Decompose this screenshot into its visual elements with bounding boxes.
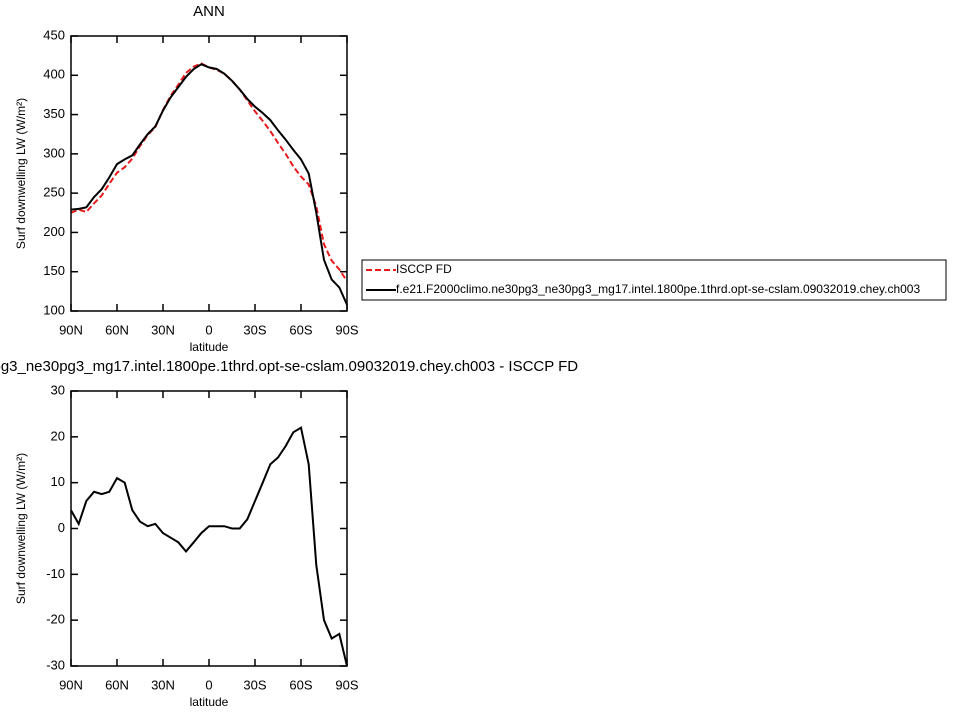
y-axis-label: Surf downwelling LW (W/m²): [14, 98, 28, 249]
x-tick-label: 60N: [105, 677, 129, 692]
y-tick-label: 400: [43, 67, 65, 82]
y-tick-label: 0: [58, 520, 65, 535]
x-tick-label: 0: [205, 677, 212, 692]
x-tick-label: 90S: [335, 677, 358, 692]
legend-box: [361, 259, 947, 301]
y-tick-label: -30: [46, 657, 65, 672]
x-tick-label: 30S: [243, 677, 266, 692]
x-tick-label: 60S: [289, 322, 312, 337]
x-tick-label: 60S: [289, 677, 312, 692]
x-tick-label: 90S: [335, 322, 358, 337]
y-tick-label: 450: [43, 27, 65, 42]
x-axis-label: latitude: [190, 340, 229, 354]
x-tick-label: 30N: [151, 322, 175, 337]
y-tick-label: 300: [43, 145, 65, 160]
legend-label: f.e21.F2000climo.ne30pg3_ne30pg3_mg17.in…: [396, 282, 920, 296]
y-tick-label: 350: [43, 106, 65, 121]
y-tick-label: 200: [43, 224, 65, 239]
data-line: [70, 63, 348, 306]
data-line: [70, 426, 348, 667]
y-tick-label: -20: [46, 612, 65, 627]
y-tick-label: 10: [51, 474, 65, 489]
y-tick-label: 100: [43, 302, 65, 317]
y-tick-label: 30: [51, 382, 65, 397]
x-tick-label: 30N: [151, 677, 175, 692]
y-tick-label: 250: [43, 185, 65, 200]
x-tick-label: 0: [205, 322, 212, 337]
legend-label: ISCCP FD: [396, 262, 452, 276]
chart-title: ANN: [193, 3, 225, 20]
y-tick-label: -10: [46, 566, 65, 581]
x-tick-label: 60N: [105, 322, 129, 337]
x-tick-label: 30S: [243, 322, 266, 337]
y-tick-label: 20: [51, 428, 65, 443]
plot-frame: [70, 390, 348, 667]
plot-frame: [70, 35, 348, 312]
data-line: [70, 62, 348, 282]
x-tick-label: 90N: [59, 322, 83, 337]
x-axis-label: latitude: [190, 695, 229, 709]
y-axis-label: Surf downwelling LW (W/m²): [14, 453, 28, 604]
chart-title: f.e21.F2000climo.ne30pg3_ne30pg3_mg17.in…: [0, 358, 578, 375]
y-tick-label: 150: [43, 263, 65, 278]
x-tick-label: 90N: [59, 677, 83, 692]
